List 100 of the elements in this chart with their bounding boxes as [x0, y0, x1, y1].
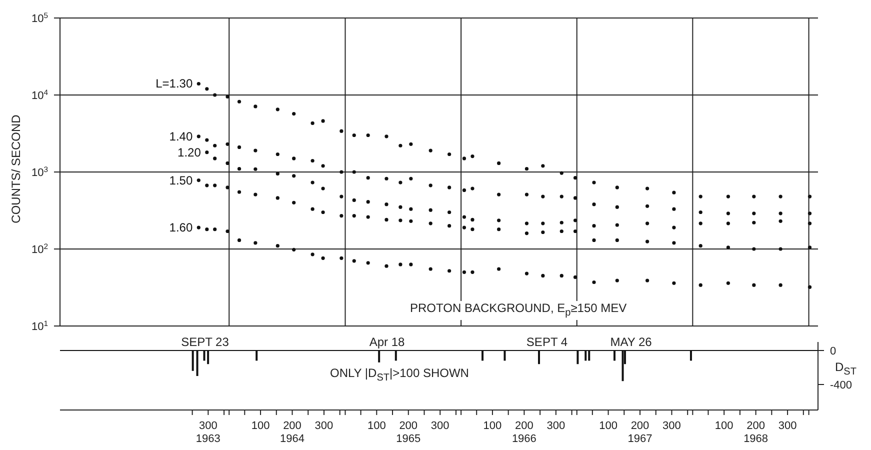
- point: [646, 186, 650, 190]
- point: [205, 150, 209, 154]
- point: [726, 212, 730, 216]
- point: [310, 180, 314, 184]
- point: [672, 226, 676, 230]
- series-label: 1.20: [178, 145, 202, 160]
- point: [310, 207, 314, 211]
- annotation: MAY 26: [608, 335, 654, 349]
- point: [366, 133, 370, 138]
- x-tick-label: 200 1966: [512, 420, 536, 445]
- point: [560, 220, 564, 224]
- point: [409, 207, 413, 211]
- x-tick-label: 300 1963: [196, 420, 220, 445]
- y-tick-label: 10$^{3}$: [31, 164, 48, 179]
- x-tick-label: 300: [778, 420, 797, 432]
- point: [615, 278, 619, 282]
- point: [541, 194, 545, 198]
- point: [276, 172, 280, 176]
- series-label: 1.40: [169, 129, 193, 144]
- point: [213, 184, 217, 188]
- point: [752, 220, 756, 224]
- point: [384, 176, 388, 180]
- point: [352, 198, 356, 202]
- point: [213, 144, 217, 148]
- point: [573, 196, 578, 200]
- point: [672, 241, 676, 245]
- point: [237, 190, 242, 194]
- point: [573, 229, 578, 234]
- point: [615, 223, 619, 227]
- x-tick-label: 100: [251, 420, 270, 432]
- point: [292, 156, 296, 160]
- point: [340, 129, 344, 133]
- point: [340, 170, 344, 174]
- point: [310, 121, 314, 126]
- point: [205, 184, 209, 188]
- point: [384, 264, 388, 268]
- point: [524, 222, 529, 226]
- series-label: 1.50: [169, 173, 193, 188]
- y-axis-title: COUNTS/ SECOND: [9, 114, 23, 224]
- point: [573, 275, 578, 280]
- x-tick-label: 100: [599, 420, 618, 432]
- point: [524, 192, 529, 196]
- point: [276, 108, 280, 112]
- point: [752, 247, 756, 251]
- point: [573, 218, 578, 222]
- point: [398, 218, 402, 222]
- x-tick-label: 100: [483, 420, 502, 432]
- point: [352, 259, 356, 263]
- y-tick-label: -400: [830, 380, 852, 392]
- point: [726, 281, 730, 285]
- point: [292, 248, 296, 252]
- point: [497, 228, 501, 232]
- point: [213, 156, 217, 160]
- point: [352, 170, 356, 174]
- point: [726, 194, 730, 198]
- point: [366, 261, 370, 265]
- point: [448, 210, 452, 214]
- point: [615, 186, 619, 190]
- point: [524, 167, 529, 171]
- point: [254, 192, 258, 196]
- point: [205, 228, 209, 232]
- point: [698, 210, 702, 214]
- x-tick-label: 200 1964: [280, 420, 304, 445]
- point: [808, 285, 812, 289]
- point: [448, 152, 452, 156]
- point: [698, 194, 702, 198]
- x-tick-label: 300: [314, 420, 334, 432]
- point: [592, 224, 596, 228]
- x-tick-label: 200 1968: [744, 420, 768, 445]
- point: [560, 194, 564, 198]
- point: [497, 161, 501, 166]
- point: [428, 208, 432, 212]
- y-tick-label: 10$^{1}$: [31, 318, 48, 333]
- point: [254, 104, 258, 108]
- point: [366, 176, 370, 180]
- point: [196, 82, 200, 86]
- point: [276, 152, 280, 156]
- point: [366, 215, 370, 219]
- point: [497, 267, 501, 271]
- point: [672, 207, 676, 211]
- point: [409, 142, 413, 146]
- point: [560, 229, 564, 234]
- point: [560, 274, 564, 278]
- point: [470, 228, 474, 232]
- point: [428, 184, 432, 188]
- point: [615, 238, 619, 242]
- point: [428, 148, 432, 152]
- point: [409, 262, 413, 266]
- point: [196, 226, 200, 230]
- x-tick-label: 100: [367, 420, 386, 432]
- point: [254, 167, 258, 171]
- x-tick-label: 300: [546, 420, 566, 432]
- point: [560, 171, 564, 175]
- point: [226, 186, 230, 190]
- point: [352, 214, 356, 218]
- point: [292, 200, 296, 204]
- point: [646, 222, 650, 226]
- point: [352, 133, 356, 138]
- point: [398, 180, 402, 184]
- point: [698, 222, 702, 226]
